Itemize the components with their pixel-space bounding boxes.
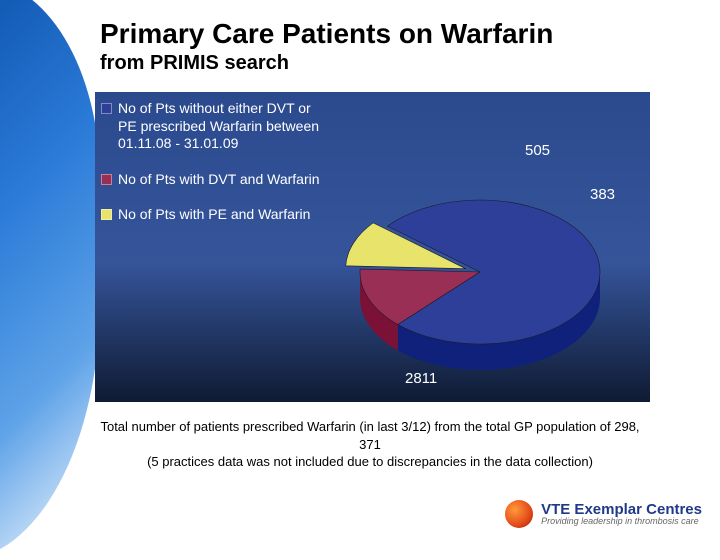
pie-graphic: [345, 132, 645, 392]
page-title: Primary Care Patients on Warfarin: [100, 18, 553, 50]
legend-label: No of Pts with DVT and Warfarin: [118, 171, 320, 189]
legend-item: No of Pts with PE and Warfarin: [101, 206, 331, 224]
legend-swatch: [101, 174, 112, 185]
footnote-line: Total number of patients prescribed Warf…: [100, 419, 639, 452]
brand-text: VTE Exemplar Centres Providing leadershi…: [541, 502, 702, 526]
chart-legend: No of Pts without either DVT or PE presc…: [101, 100, 331, 242]
footnote-line: (5 practices data was not included due t…: [147, 454, 593, 469]
legend-swatch: [101, 209, 112, 220]
slice-value-label: 383: [590, 186, 615, 203]
legend-item: No of Pts with DVT and Warfarin: [101, 171, 331, 189]
legend-label: No of Pts without either DVT or PE presc…: [118, 100, 331, 153]
legend-swatch: [101, 103, 112, 114]
legend-item: No of Pts without either DVT or PE presc…: [101, 100, 331, 153]
brand-title: VTE Exemplar Centres: [541, 502, 702, 517]
page-subtitle: from PRIMIS search: [100, 52, 289, 75]
decorative-swoosh: [0, 0, 100, 560]
brand-globe-icon: [505, 500, 533, 528]
brand-tagline: Providing leadership in thrombosis care: [541, 517, 702, 526]
legend-label: No of Pts with PE and Warfarin: [118, 206, 310, 224]
pie-chart: No of Pts without either DVT or PE presc…: [95, 92, 650, 402]
footnote: Total number of patients prescribed Warf…: [90, 418, 650, 471]
brand-footer: VTE Exemplar Centres Providing leadershi…: [505, 500, 702, 528]
slice-value-label: 2811: [405, 370, 437, 387]
slice-value-label: 505: [525, 142, 550, 159]
